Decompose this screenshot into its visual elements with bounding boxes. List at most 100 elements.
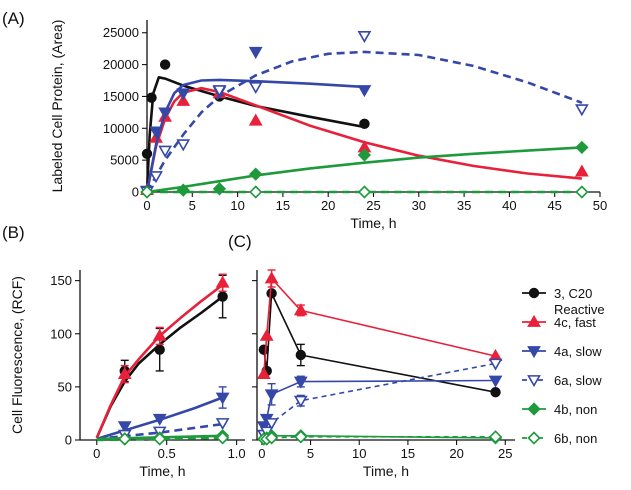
- x-tick-label-c: 10: [352, 446, 366, 461]
- series-line-a: [145, 50, 583, 193]
- data-point-a: [149, 171, 163, 184]
- data-point-a: [357, 85, 372, 98]
- series-line-b: [96, 436, 223, 442]
- y-axis-label-b: Cell Fluorescence, (RCF): [9, 276, 25, 434]
- x-tick-label-c: 0: [258, 446, 265, 461]
- x-tick-label-a: 10: [230, 198, 244, 213]
- data-point-c: [295, 349, 307, 361]
- legend-label: 3, C20: [554, 286, 592, 301]
- y-tick-label-a: 20000: [103, 57, 139, 72]
- legend-label-2: Reactive: [554, 302, 605, 317]
- x-tick-label-a: 30: [412, 198, 426, 213]
- data-point-a: [575, 185, 589, 199]
- legend-marker: [527, 402, 541, 416]
- data-point-a: [158, 145, 172, 158]
- data-point-c: [256, 367, 271, 380]
- data-point-a: [176, 88, 191, 101]
- x-tick-label-c: 20: [449, 446, 463, 461]
- x-tick-label-a: 45: [547, 198, 561, 213]
- y-tick-label-b: 100: [50, 326, 72, 341]
- data-point-a: [158, 107, 172, 120]
- x-tick-label-a: 0: [143, 198, 150, 213]
- data-point-a: [159, 59, 171, 70]
- panel-label-a: (A): [2, 9, 25, 28]
- data-point-a: [249, 167, 263, 181]
- y-tick-label-a: 25000: [103, 25, 139, 40]
- series-line-b: [96, 422, 223, 441]
- y-tick-label-a: 15000: [103, 89, 139, 104]
- x-axis-label-b: Time, h: [139, 463, 185, 479]
- data-point-c: [488, 430, 503, 444]
- x-tick-label-a: 5: [189, 198, 196, 213]
- data-point-a: [575, 140, 589, 155]
- legend-marker: [527, 314, 541, 327]
- data-point-a: [249, 185, 263, 199]
- series-line-c: [263, 277, 496, 375]
- legend-marker: [527, 375, 541, 388]
- panel-label-c: (C): [228, 232, 252, 251]
- series-line-b: [95, 283, 224, 439]
- data-point-a: [357, 148, 372, 162]
- y-tick-label-b: 150: [50, 273, 72, 288]
- x-tick-label-c: 5: [307, 446, 314, 461]
- y-axis-label-a: Labeled Cell Protein, (Area): [49, 20, 65, 193]
- data-point-c: [259, 328, 274, 341]
- data-point-a: [359, 118, 370, 130]
- data-point-b: [215, 275, 230, 288]
- x-tick-label-c: 15: [401, 446, 415, 461]
- data-point-a: [140, 185, 154, 199]
- legend-marker: [527, 346, 541, 359]
- panel-c: 0 5 10 15 20 25 Time, h: [252, 269, 515, 479]
- data-point-b: [118, 432, 132, 446]
- x-tick-label-a: 50: [593, 198, 607, 213]
- data-point-b: [152, 328, 167, 341]
- data-point-a: [357, 185, 372, 199]
- data-point-c: [264, 418, 279, 431]
- legend-label: 4c, fast: [554, 315, 596, 330]
- data-point-c: [293, 395, 308, 408]
- data-point-b: [215, 418, 230, 431]
- panel-a: 0 5 10 15 20 25 30 35 40 45 50 0 5000 10000 15000 20000…: [49, 20, 607, 231]
- legend-label: 4a, slow: [554, 344, 602, 359]
- data-point-a: [248, 113, 263, 126]
- legend-label: 4b, non: [554, 402, 597, 417]
- x-tick-label-a: 25: [366, 198, 380, 213]
- data-point-a: [146, 92, 157, 103]
- y-tick-label-a: 5000: [110, 153, 139, 168]
- data-point-c: [293, 303, 308, 316]
- x-tick-label-b: 1.0: [228, 446, 246, 461]
- x-tick-label-b: 0: [93, 446, 100, 461]
- data-point-b: [153, 432, 167, 446]
- data-point-c: [266, 288, 277, 299]
- data-point-b: [117, 421, 132, 434]
- data-point-b: [217, 291, 228, 302]
- data-point-c: [264, 271, 279, 284]
- series-line-a: [146, 146, 582, 194]
- data-point-a: [212, 85, 227, 98]
- panel-label-b: (B): [2, 223, 25, 242]
- data-point-c: [293, 376, 308, 389]
- legend-label: 6a, slow: [554, 373, 602, 388]
- data-point-c: [258, 344, 270, 355]
- data-point-c: [488, 375, 503, 388]
- data-point-a: [248, 81, 263, 95]
- data-point-c: [264, 389, 279, 402]
- x-tick-label-a: 20: [321, 198, 335, 213]
- series-line-a: [145, 76, 365, 193]
- data-point-c: [294, 430, 308, 444]
- data-point-a: [141, 148, 153, 159]
- data-point-a: [575, 104, 589, 117]
- data-point-c: [264, 431, 279, 445]
- data-point-b: [154, 344, 165, 355]
- data-point-c: [488, 358, 503, 371]
- data-point-b: [117, 367, 132, 380]
- panel-b: 0 0.5 1.0 0 50 100 150 Time, h Cell Fluorescence…: [9, 270, 246, 479]
- y-tick-label-b: 50: [58, 379, 72, 394]
- data-point-c: [490, 386, 501, 398]
- x-tick-label-b: 0.5: [158, 446, 176, 461]
- x-tick-label-a: 40: [502, 198, 516, 213]
- x-tick-label-c: 25: [498, 446, 512, 461]
- y-tick-label-a: 0: [132, 185, 139, 200]
